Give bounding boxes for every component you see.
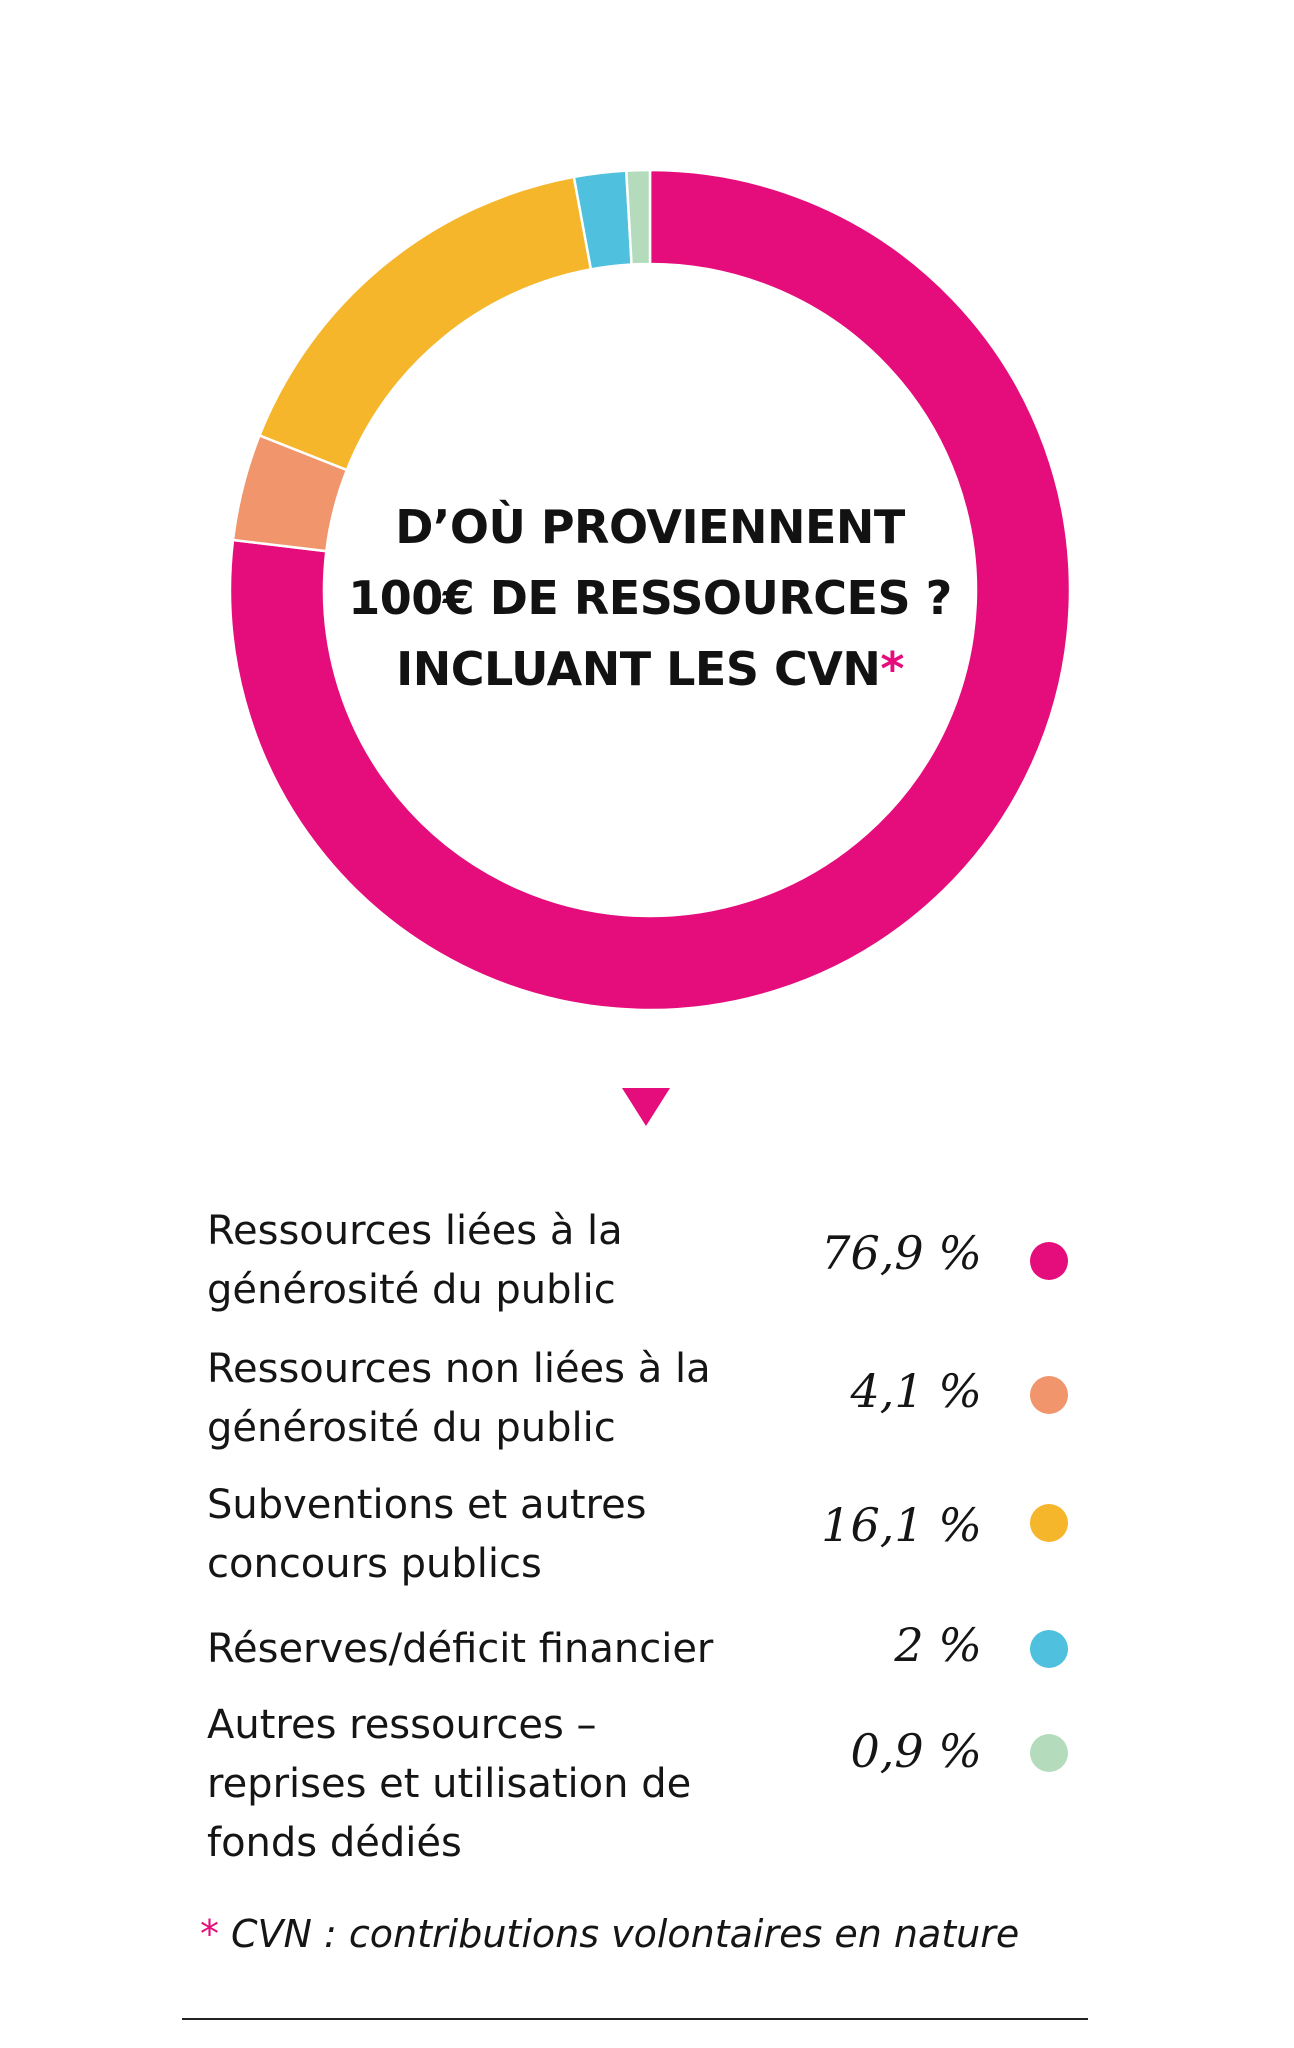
chart-title-line-3-text: INCLUANT LES CVN [396, 642, 881, 696]
donut-slice-4 [624, 168, 652, 266]
legend-value: 16,1 % [821, 1498, 982, 1552]
footnote-asterisk: * [200, 1912, 219, 1956]
chart-title: D’OÙ PROVIENNENT 100€ DE RESSOURCES ? IN… [300, 492, 1000, 705]
legend-label: Subventions et autres concours publics [207, 1482, 647, 1587]
divider [182, 2018, 1088, 2020]
donut-slice-2 [257, 175, 593, 472]
donut-slice-0 [228, 168, 1072, 1012]
asterisk-marker: * [880, 642, 904, 696]
legend-dot [1030, 1376, 1068, 1414]
legend-value: 4,1 % [850, 1364, 983, 1418]
footnote-text: CVN : contributions volontaires en natur… [231, 1912, 1020, 1956]
legend-value: 76,9 % [821, 1226, 982, 1280]
legend-dot [1030, 1734, 1068, 1772]
chart-title-line-1: D’OÙ PROVIENNENT [395, 500, 905, 554]
chart-title-line-2: 100€ DE RESSOURCES ? [348, 571, 952, 625]
legend-dot [1030, 1242, 1068, 1280]
legend-dot [1030, 1504, 1068, 1542]
legend-label: Réserves/déficit financier [207, 1626, 714, 1672]
down-triangle-icon [622, 1088, 670, 1126]
legend-label: Autres ressources – reprises et utilisat… [207, 1702, 692, 1866]
donut-chart [228, 168, 1072, 1012]
legend-value: 2 % [894, 1618, 982, 1672]
legend-label: Ressources non liées à la générosité du … [207, 1346, 711, 1451]
chart-title-line-3: INCLUANT LES CVN* [300, 634, 1000, 705]
footnote: * CVN : contributions volontaires en natu… [200, 1912, 1019, 1956]
legend-label: Ressources liées à la générosité du publ… [207, 1208, 623, 1313]
legend-value: 0,9 % [850, 1724, 983, 1778]
legend-dot [1030, 1630, 1068, 1668]
